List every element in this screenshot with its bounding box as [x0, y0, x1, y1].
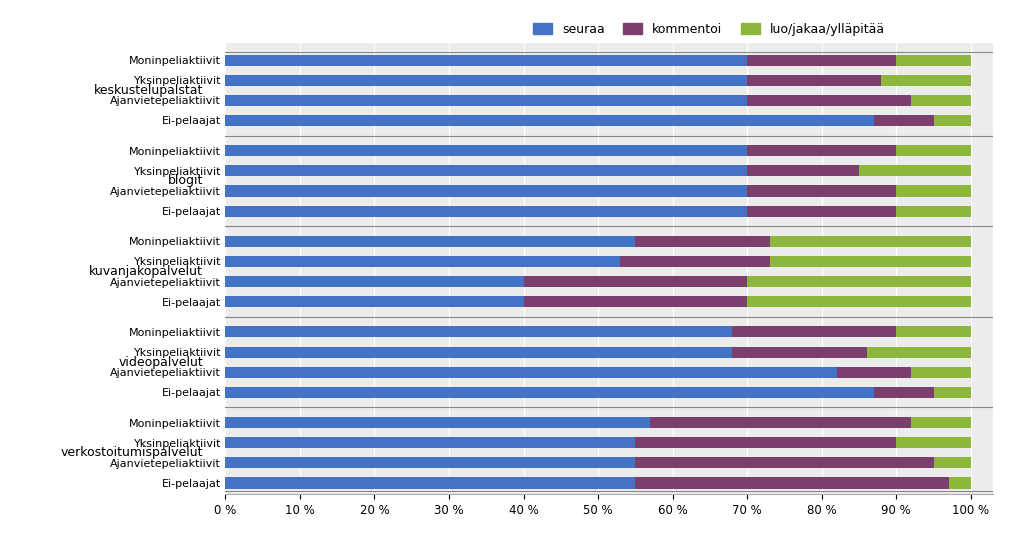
- Bar: [732, 346, 866, 358]
- Bar: [225, 276, 523, 287]
- Bar: [225, 185, 748, 197]
- Bar: [225, 236, 635, 247]
- Bar: [635, 236, 770, 247]
- Text: kuvanjakopalvelut: kuvanjakopalvelut: [89, 265, 203, 278]
- Bar: [225, 417, 650, 428]
- Bar: [748, 145, 896, 156]
- Bar: [748, 55, 896, 66]
- Bar: [873, 387, 934, 398]
- Bar: [896, 145, 971, 156]
- Bar: [896, 185, 971, 197]
- Bar: [948, 477, 971, 489]
- Bar: [225, 437, 635, 448]
- Legend: seuraa, kommentoi, luo/jakaa/ylläpitää: seuraa, kommentoi, luo/jakaa/ylläpitää: [528, 18, 890, 41]
- Bar: [225, 477, 635, 489]
- Bar: [911, 417, 971, 428]
- Bar: [225, 145, 748, 156]
- Bar: [748, 165, 859, 176]
- Bar: [770, 256, 971, 267]
- Bar: [748, 95, 911, 106]
- Bar: [225, 75, 748, 86]
- Bar: [523, 276, 748, 287]
- Bar: [911, 95, 971, 106]
- Bar: [650, 417, 911, 428]
- Bar: [837, 367, 911, 378]
- Bar: [225, 296, 523, 307]
- Bar: [770, 236, 971, 247]
- Bar: [934, 115, 971, 126]
- Bar: [225, 346, 732, 358]
- Bar: [225, 367, 837, 378]
- Text: keskustelupalstat: keskustelupalstat: [93, 84, 203, 97]
- Text: videopalvelut: videopalvelut: [118, 355, 203, 368]
- Bar: [635, 437, 896, 448]
- Bar: [225, 387, 873, 398]
- Bar: [934, 387, 971, 398]
- Bar: [635, 477, 948, 489]
- Bar: [873, 115, 934, 126]
- Bar: [866, 346, 971, 358]
- Text: verkostoitumispalvelut: verkostoitumispalvelut: [60, 446, 203, 459]
- Bar: [896, 206, 971, 216]
- Bar: [225, 165, 748, 176]
- Bar: [934, 458, 971, 468]
- Bar: [732, 326, 896, 337]
- Bar: [748, 296, 971, 307]
- Bar: [621, 256, 770, 267]
- Bar: [748, 276, 971, 287]
- Bar: [225, 115, 873, 126]
- Bar: [523, 296, 748, 307]
- Bar: [896, 55, 971, 66]
- Bar: [911, 367, 971, 378]
- Text: blogit: blogit: [168, 175, 203, 187]
- Bar: [896, 326, 971, 337]
- Bar: [748, 185, 896, 197]
- Bar: [225, 206, 748, 216]
- Bar: [225, 95, 748, 106]
- Bar: [896, 437, 971, 448]
- Bar: [225, 256, 621, 267]
- Bar: [225, 326, 732, 337]
- Bar: [882, 75, 971, 86]
- Bar: [225, 55, 748, 66]
- Bar: [859, 165, 971, 176]
- Bar: [748, 206, 896, 216]
- Bar: [635, 458, 934, 468]
- Bar: [748, 75, 882, 86]
- Bar: [225, 458, 635, 468]
